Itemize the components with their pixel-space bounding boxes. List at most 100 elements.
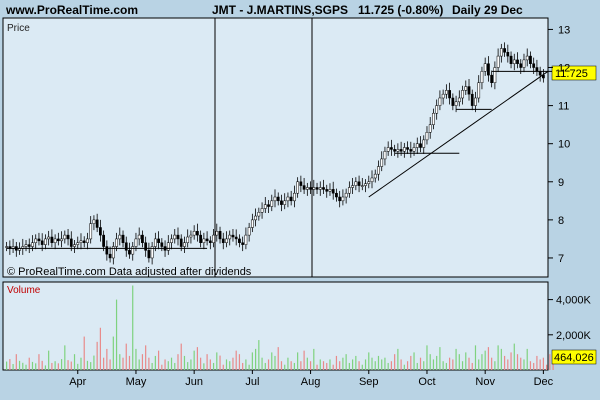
candle-body <box>250 219 254 228</box>
volume-bar <box>549 354 551 370</box>
price-candle <box>328 183 332 196</box>
volume-bar <box>132 285 134 370</box>
volume-bar <box>452 359 454 370</box>
price-candle <box>377 160 380 181</box>
price-candle <box>390 139 393 156</box>
volume-bar <box>335 355 338 370</box>
candle-body <box>238 238 241 243</box>
volume-panel[interactable] <box>2 281 549 371</box>
candle-body <box>254 215 257 221</box>
volume-bar <box>539 359 541 370</box>
candle-body <box>202 238 206 243</box>
price-candle <box>428 117 432 139</box>
volume-bar <box>177 354 179 370</box>
volume-bar <box>419 357 422 370</box>
price-candle <box>487 56 490 82</box>
candle-body <box>496 55 500 68</box>
candle-body <box>425 132 429 141</box>
price-axis-label: 10 <box>558 139 570 151</box>
candle-body <box>247 227 251 236</box>
volume-bar <box>432 359 435 370</box>
candle-body <box>302 185 306 190</box>
volume-bar <box>193 350 195 370</box>
x-axis-label: May <box>126 376 147 388</box>
volume-bar <box>458 354 460 370</box>
price-candle <box>509 51 513 69</box>
price-candle <box>202 232 206 250</box>
candle-body <box>331 189 335 194</box>
volume-bar <box>468 357 470 370</box>
last-price-value: 11.725 <box>555 68 588 80</box>
volume-bar <box>287 357 289 370</box>
candle-body <box>370 177 374 183</box>
candle-body <box>115 238 118 247</box>
candle-body <box>173 234 177 240</box>
price-candle <box>212 229 215 248</box>
price-candle <box>105 240 109 261</box>
candle-body <box>111 246 115 259</box>
price-candle <box>5 241 8 252</box>
price-candle <box>199 230 203 248</box>
price-candle <box>183 236 186 254</box>
price-candle <box>360 177 364 191</box>
volume-bar <box>364 359 367 370</box>
volume-axis-label: 2,000K <box>556 330 592 342</box>
volume-bar <box>112 336 114 370</box>
candle-body <box>422 139 426 148</box>
support-trendline[interactable] <box>368 70 549 198</box>
site-label[interactable]: www.ProRealTime.com <box>6 3 139 17</box>
volume-bar <box>277 347 279 370</box>
price-candle <box>260 202 264 219</box>
candle-body <box>451 97 455 106</box>
candle-body <box>480 71 484 84</box>
candle-body <box>95 219 99 228</box>
candle-body <box>34 238 38 243</box>
price-candle <box>354 177 358 191</box>
volume-bar <box>329 359 331 370</box>
x-axis-label: Sep <box>359 376 379 388</box>
candle-body <box>231 234 235 238</box>
candle-body <box>5 246 8 248</box>
price-candle <box>480 66 484 90</box>
volume-bar <box>313 348 315 370</box>
price-panel-label: Price <box>7 23 30 34</box>
volume-bar <box>445 362 447 370</box>
candle-body <box>522 59 526 68</box>
candle-body <box>280 200 283 205</box>
volume-bar <box>542 357 544 370</box>
price-candle <box>131 241 135 261</box>
last-volume-badge: 464,026 <box>551 349 597 365</box>
volume-bar <box>22 362 24 370</box>
price-candle <box>412 142 416 156</box>
candle-body <box>289 196 293 202</box>
volume-bar <box>219 355 221 370</box>
price-candle <box>525 48 529 67</box>
candle-body <box>260 208 264 213</box>
price-candle <box>490 70 494 88</box>
price-candle <box>267 200 270 214</box>
x-axis-label: Dec <box>534 376 554 388</box>
price-candle <box>474 91 477 113</box>
volume-bar <box>465 352 467 370</box>
volume-bar <box>394 354 396 370</box>
price-candle <box>296 177 300 198</box>
price-panel[interactable] <box>2 17 549 278</box>
price-candle <box>461 85 464 105</box>
price-candle <box>335 188 338 202</box>
price-candle <box>205 231 209 246</box>
price-candle <box>241 236 245 252</box>
price-candle <box>231 229 235 242</box>
price-candle <box>276 192 280 206</box>
volume-bar <box>235 350 237 370</box>
candle-body <box>186 236 190 243</box>
volume-bar <box>115 299 118 370</box>
candle-body <box>399 149 403 152</box>
candle-body <box>69 238 73 247</box>
volume-bar <box>187 362 189 370</box>
volume-bar <box>491 357 493 370</box>
volume-bar <box>474 345 477 370</box>
candle-body <box>124 242 128 251</box>
price-candle <box>444 84 448 99</box>
candle-body <box>532 63 536 68</box>
